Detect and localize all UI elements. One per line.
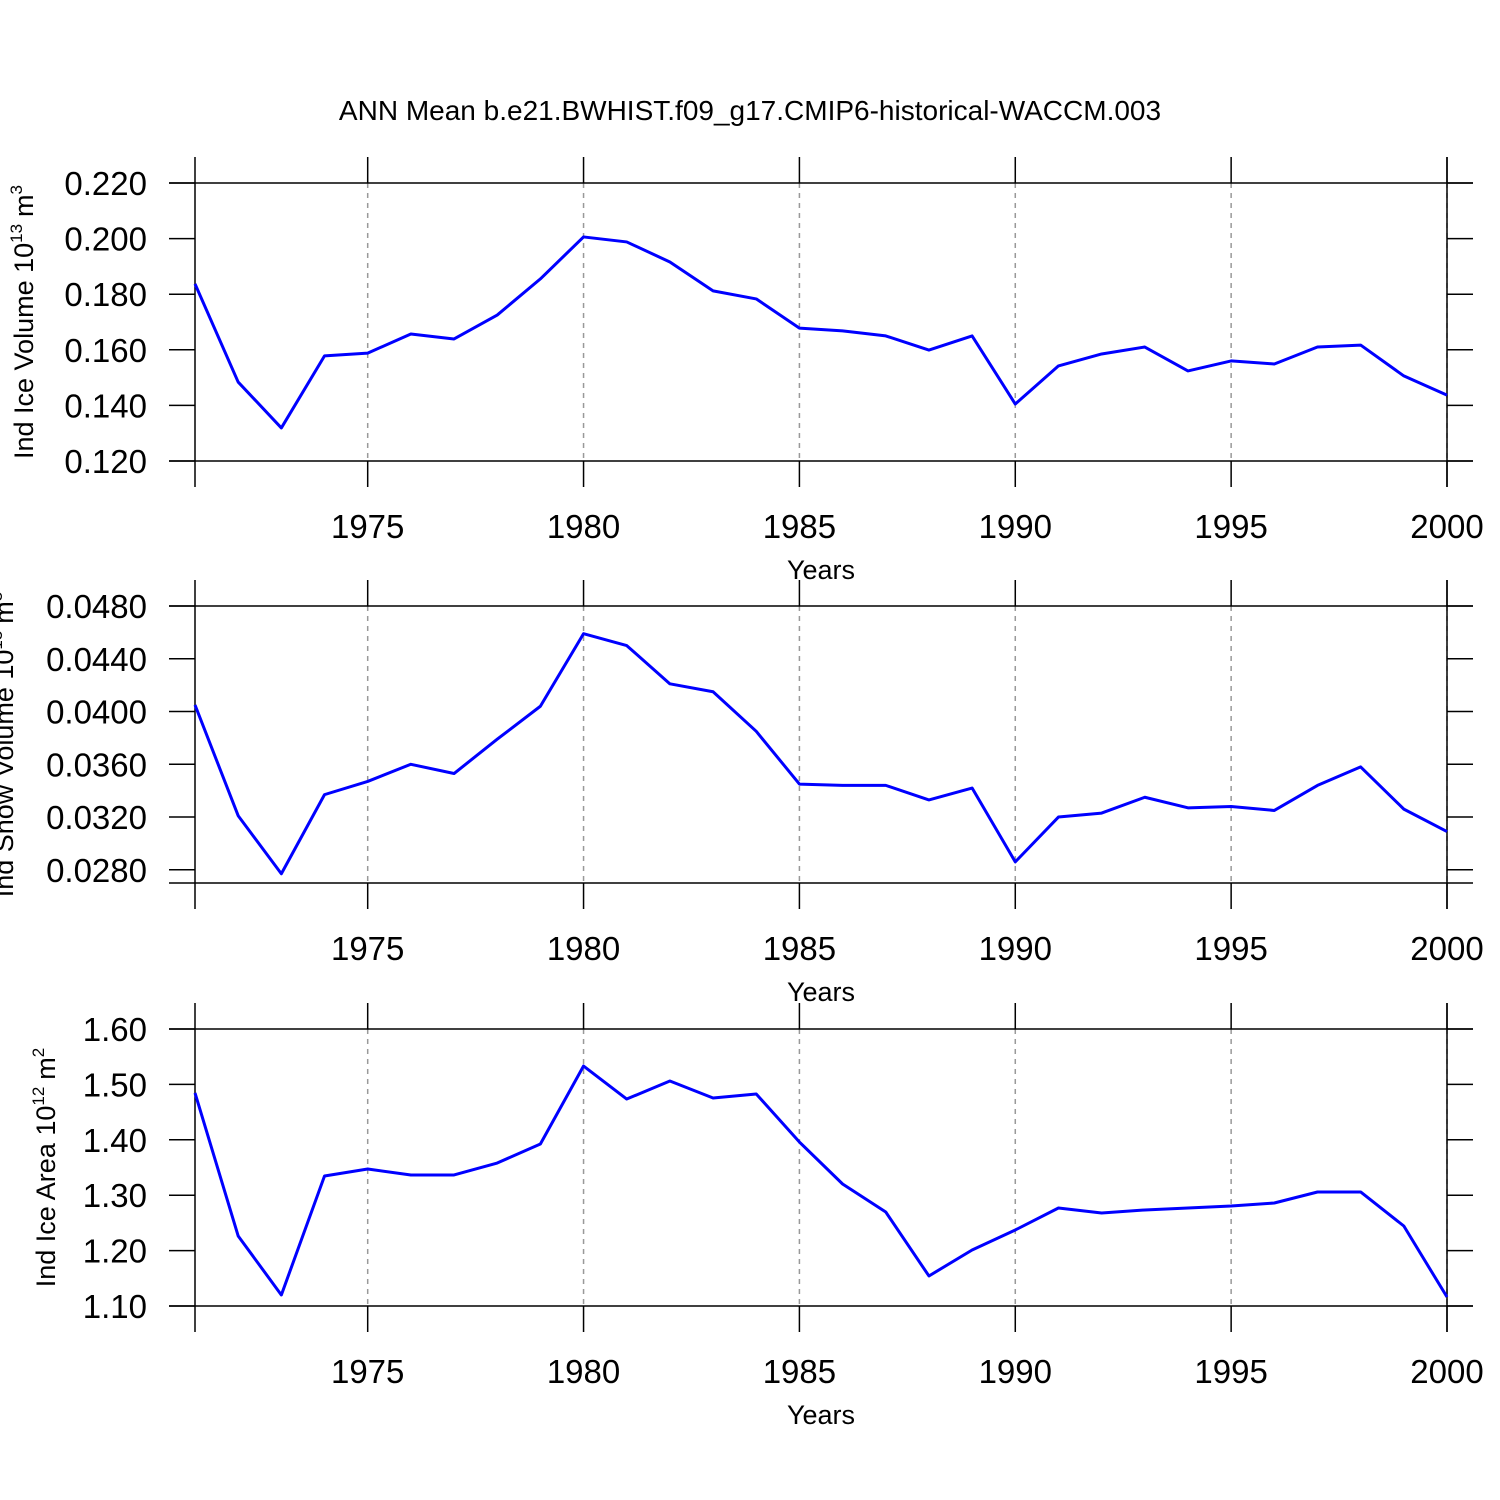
x-tick-label: 2000: [1410, 930, 1483, 967]
y-axis-label: Ind Snow Volume 1013 m3: [0, 592, 19, 898]
x-tick-label: 1990: [979, 1353, 1052, 1390]
y-axis-label-part: Ind Snow Volume 10: [0, 650, 19, 898]
x-tick-label: 2000: [1410, 508, 1483, 545]
y-tick-label: 1.20: [83, 1233, 147, 1270]
x-tick-label: 1985: [763, 508, 836, 545]
x-tick-label: 1980: [547, 508, 620, 545]
x-tick-label: 1995: [1194, 1353, 1267, 1390]
y-axis-label-part: 3: [0, 592, 6, 601]
y-tick-label: 1.40: [83, 1122, 147, 1159]
data-line: [193, 632, 1448, 876]
y-tick-label: 1.10: [83, 1288, 147, 1325]
x-tick-label: 1980: [547, 930, 620, 967]
x-tick-label: 1995: [1194, 930, 1267, 967]
y-axis-label-part: m: [9, 194, 39, 217]
y-axis-label-part: m: [31, 1057, 61, 1080]
y-tick-label: 1.50: [83, 1066, 147, 1103]
y-tick-label: 0.0400: [46, 694, 147, 731]
x-axis-label: Years: [787, 977, 855, 1007]
x-tick-label: 1975: [331, 1353, 404, 1390]
y-tick-label: 0.0440: [46, 641, 147, 678]
y-tick-label: 0.160: [64, 332, 147, 369]
y-tick-label: 0.200: [64, 221, 147, 258]
data-line: [193, 235, 1448, 430]
y-axis-label: Ind Ice Area 1012 m2: [29, 1048, 61, 1288]
y-tick-label: 0.140: [64, 387, 147, 424]
data-line: [193, 1064, 1449, 1298]
y-tick-label: 0.220: [64, 165, 147, 202]
y-axis-label-part: 13: [7, 224, 26, 243]
y-tick-label: 0.0280: [46, 852, 147, 889]
y-axis-label-part: 3: [7, 185, 26, 194]
y-axis-label-part: Ind Ice Area 10: [31, 1106, 61, 1288]
chart-title: ANN Mean b.e21.BWHIST.f09_g17.CMIP6-hist…: [339, 95, 1161, 126]
x-tick-label: 1990: [979, 508, 1052, 545]
x-tick-label: 1985: [763, 1353, 836, 1390]
y-tick-label: 1.60: [83, 1011, 147, 1048]
x-axis-label: Years: [787, 1400, 855, 1430]
y-axis-label-part: 12: [29, 1087, 48, 1106]
y-tick-label: 0.0480: [46, 588, 147, 625]
y-axis-label-part: 2: [29, 1048, 48, 1057]
x-tick-label: 1975: [331, 930, 404, 967]
x-tick-label: 1985: [763, 930, 836, 967]
y-axis-label-part: 13: [0, 631, 6, 650]
x-axis-label: Years: [787, 555, 855, 585]
x-tick-label: 1995: [1194, 508, 1267, 545]
y-tick-label: 0.0320: [46, 799, 147, 836]
y-axis-label-part: Ind Ice Volume 10: [9, 243, 39, 459]
y-axis-label-part: m: [0, 601, 19, 624]
y-axis-label: Ind Ice Volume 1013 m3: [7, 185, 39, 459]
x-tick-label: 1975: [331, 508, 404, 545]
x-tick-label: 1980: [547, 1353, 620, 1390]
y-tick-label: 1.30: [83, 1177, 147, 1214]
x-tick-label: 1990: [979, 930, 1052, 967]
x-tick-label: 2000: [1410, 1353, 1483, 1390]
y-tick-label: 0.0360: [46, 746, 147, 783]
y-tick-label: 0.180: [64, 276, 147, 313]
y-tick-label: 0.120: [64, 443, 147, 480]
